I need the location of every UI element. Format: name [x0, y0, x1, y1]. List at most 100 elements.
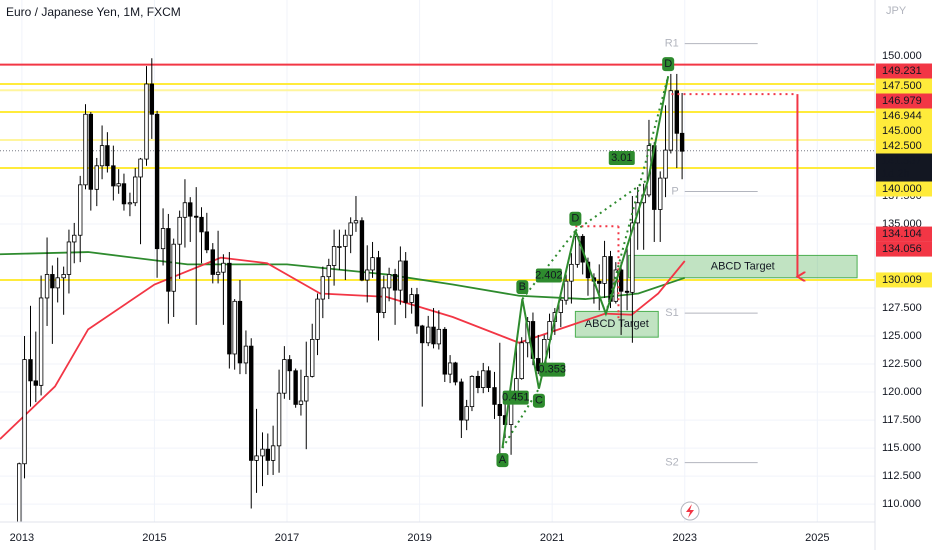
candle-body — [66, 241, 72, 275]
candle-body — [144, 83, 149, 160]
candle-body — [442, 328, 447, 375]
y-tick-label: 120.000 — [882, 386, 922, 398]
candle-body — [618, 269, 624, 292]
candle-body — [426, 326, 431, 344]
candle-body — [326, 265, 331, 278]
price-level-box — [876, 272, 932, 288]
pattern-point-box — [496, 453, 509, 468]
candle-body — [602, 256, 607, 284]
pattern-point-label: B — [519, 281, 526, 293]
pattern-point-box — [532, 393, 545, 408]
candle-body — [630, 222, 635, 293]
price-level-box — [876, 241, 932, 257]
pattern-point-box — [516, 280, 529, 295]
candle-body — [61, 274, 66, 279]
candle-body — [492, 387, 497, 405]
candle-body — [121, 183, 127, 205]
y-tick-label: 115.000 — [882, 442, 921, 454]
pivot-label: P — [671, 185, 678, 197]
price-level-label: 147.500 — [882, 80, 922, 92]
candle-body — [55, 277, 60, 289]
tradingview-logo — [680, 501, 700, 521]
candle-body — [420, 325, 425, 344]
target-label: ABCD Target — [585, 318, 649, 330]
candle-body — [44, 274, 50, 299]
price-level-label: 145.000 — [882, 125, 922, 137]
pattern-point-label: D — [664, 58, 672, 70]
candle-body — [348, 222, 353, 236]
x-tick-label: 2017 — [275, 532, 299, 544]
x-tick-label: 2019 — [407, 532, 431, 544]
candle-body — [386, 274, 392, 289]
candle-body — [337, 246, 342, 248]
candle-body — [133, 176, 138, 204]
price-level-label: 142.500 — [882, 140, 922, 152]
pivot-label: R1 — [665, 38, 679, 50]
candle-body — [320, 276, 326, 300]
moving-average — [0, 256, 686, 440]
candle-body — [343, 234, 348, 247]
target-zone — [574, 310, 659, 338]
candle-body — [78, 184, 83, 236]
pattern-legs — [574, 75, 670, 317]
ratio-box — [502, 390, 529, 405]
candle-body — [469, 375, 475, 408]
pattern-point-label: A — [499, 454, 507, 466]
target-label: ABCD Target — [711, 261, 775, 273]
ratio-box — [535, 268, 562, 283]
y-tick-label: 127.500 — [882, 302, 922, 314]
price-level-label: 146.979 — [882, 95, 922, 107]
price-level-box — [876, 226, 932, 242]
candle-body — [204, 231, 210, 251]
price-level-label: 134.056 — [882, 243, 922, 255]
candle-body — [50, 274, 55, 289]
candle-body — [370, 257, 375, 271]
candle-body — [270, 445, 276, 461]
candle-body — [38, 297, 44, 386]
candle-body — [138, 158, 143, 178]
y-tick-label: 112.500 — [882, 470, 921, 482]
candle-body — [398, 260, 403, 291]
candle-body — [481, 370, 486, 388]
candle-body — [304, 375, 309, 402]
candle-body — [475, 375, 481, 388]
bar-countdown: 1d 2h — [882, 168, 910, 180]
candle-body — [72, 234, 77, 243]
ratio-label: 0.353 — [538, 364, 566, 376]
candle-body — [293, 370, 298, 405]
candle-body — [177, 216, 182, 245]
candle-body — [409, 294, 414, 303]
candle-body — [497, 403, 503, 416]
pattern-legs — [501, 230, 577, 449]
candle-body — [679, 132, 685, 152]
candle-body — [392, 274, 398, 291]
ratio-label: 2.402 — [535, 269, 563, 281]
candle-body — [403, 260, 408, 303]
candle-body — [265, 448, 270, 461]
candle-body — [376, 257, 381, 313]
candle-body — [83, 113, 88, 186]
candle-body — [453, 362, 458, 383]
chart-title: Euro / Japanese Yen, 1M, FXCM — [6, 5, 181, 19]
candle-body — [182, 202, 188, 218]
candle-body — [276, 392, 282, 447]
candle-body — [464, 406, 469, 421]
price-level-box — [876, 63, 932, 79]
price-level-box — [876, 181, 932, 197]
pattern-point-label: D — [571, 213, 579, 225]
y-tick-label: 110.000 — [882, 498, 921, 510]
axes: 2013 2015 2017 2019 2021 2023 2025 110.000 112.5… — [10, 48, 932, 544]
candle-body — [569, 263, 574, 282]
y-tick-label: 117.500 — [882, 414, 921, 426]
candle-body — [227, 262, 232, 355]
candle-body — [663, 149, 668, 179]
candle-body — [94, 165, 99, 190]
candle-body — [414, 294, 420, 327]
candle-body — [243, 345, 249, 364]
candle-body — [315, 298, 320, 340]
candle-body — [459, 381, 464, 421]
price-level-box — [876, 93, 932, 109]
pattern-ratio-line — [521, 230, 577, 300]
candle-body — [597, 280, 602, 284]
candle-body — [171, 243, 176, 292]
